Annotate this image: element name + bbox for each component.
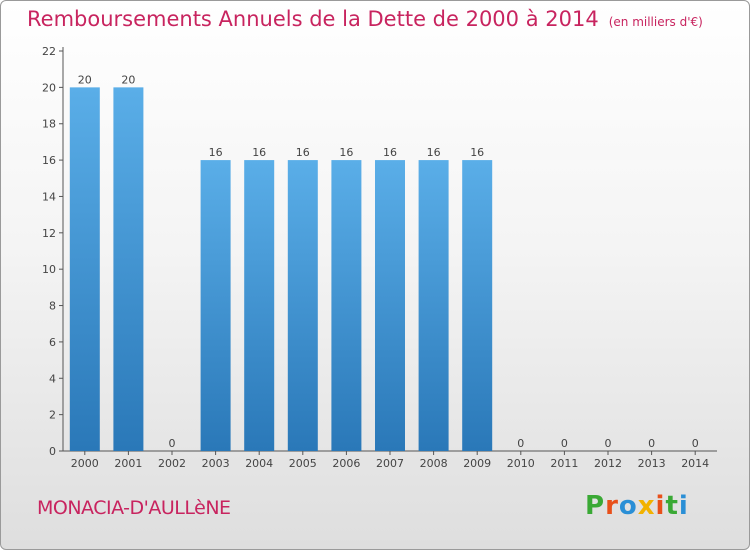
chart-subtitle: (en milliers d'€): [608, 15, 703, 29]
data-label-2009: 16: [470, 146, 484, 159]
bar-2007: [375, 160, 405, 451]
data-label-2001: 20: [121, 73, 135, 86]
y-tick-label: 18: [42, 118, 56, 131]
x-tick-label: 2007: [376, 457, 404, 470]
logo-letter: x: [637, 491, 656, 521]
data-label-2002: 0: [169, 437, 176, 450]
bar-2000: [69, 87, 100, 451]
chart-title-block: Remboursements Annuels de la Dette de 20…: [27, 7, 703, 31]
y-tick-label: 12: [42, 227, 56, 240]
y-tick-label: 0: [49, 445, 56, 458]
logo-letter: i: [678, 491, 689, 521]
logo-letter: r: [605, 491, 619, 521]
data-label-2008: 16: [427, 146, 441, 159]
x-tick-label: 2008: [420, 457, 448, 470]
bars: [69, 87, 493, 451]
commune-name: MONACIA-D'AULLèNE: [37, 497, 231, 519]
y-tick-label: 16: [42, 154, 56, 167]
chart-title: Remboursements Annuels de la Dette de 20…: [27, 7, 599, 31]
x-tick-label: 2014: [681, 457, 709, 470]
logo-letter: t: [665, 491, 679, 521]
x-tick-label: 2003: [202, 457, 230, 470]
data-label-2007: 16: [383, 146, 397, 159]
proxiti-logo[interactable]: Proxiti: [585, 491, 689, 521]
bar-2005: [287, 160, 318, 451]
x-tick-label: 2011: [550, 457, 578, 470]
bar-2004: [244, 160, 275, 451]
bar-2003: [200, 160, 231, 451]
x-tick-label: 2006: [332, 457, 360, 470]
y-tick-label: 4: [49, 372, 56, 385]
x-tick-label: 2012: [594, 457, 622, 470]
y-tick-label: 6: [49, 336, 56, 349]
data-label-2006: 16: [339, 146, 353, 159]
logo-letter: P: [585, 491, 606, 521]
x-tick-label: 2001: [114, 457, 142, 470]
logo-letter: i: [655, 491, 666, 521]
data-labels: 20 20 0 16 16 16 16 16 16 16 0 0 0 0 0: [78, 73, 699, 450]
x-tick-label: 2013: [638, 457, 666, 470]
bar-2009: [462, 160, 493, 451]
x-tick-label: 2010: [507, 457, 535, 470]
data-label-2012: 0: [605, 437, 612, 450]
data-label-2013: 0: [648, 437, 655, 450]
x-tick-label: 2009: [463, 457, 491, 470]
bar-2006: [331, 160, 362, 451]
bar-2001: [113, 87, 144, 451]
y-tick-label: 10: [42, 263, 56, 276]
data-label-2003: 16: [209, 146, 223, 159]
data-label-2000: 20: [78, 73, 92, 86]
y-tick-label: 2: [49, 409, 56, 422]
logo-letter: o: [618, 491, 638, 521]
data-label-2004: 16: [252, 146, 266, 159]
data-label-2011: 0: [561, 437, 568, 450]
x-tick-label: 2005: [289, 457, 317, 470]
bar-2008: [418, 160, 449, 451]
data-label-2005: 16: [296, 146, 310, 159]
y-tick-label: 20: [42, 81, 56, 94]
y-tick-label: 14: [42, 190, 56, 203]
data-label-2010: 0: [517, 437, 524, 450]
data-label-2014: 0: [692, 437, 699, 450]
x-tick-label: 2002: [158, 457, 186, 470]
x-tick-label: 2004: [245, 457, 273, 470]
y-tick-label: 22: [42, 45, 56, 58]
y-tick-label: 8: [49, 300, 56, 313]
x-tick-label: 2000: [71, 457, 99, 470]
